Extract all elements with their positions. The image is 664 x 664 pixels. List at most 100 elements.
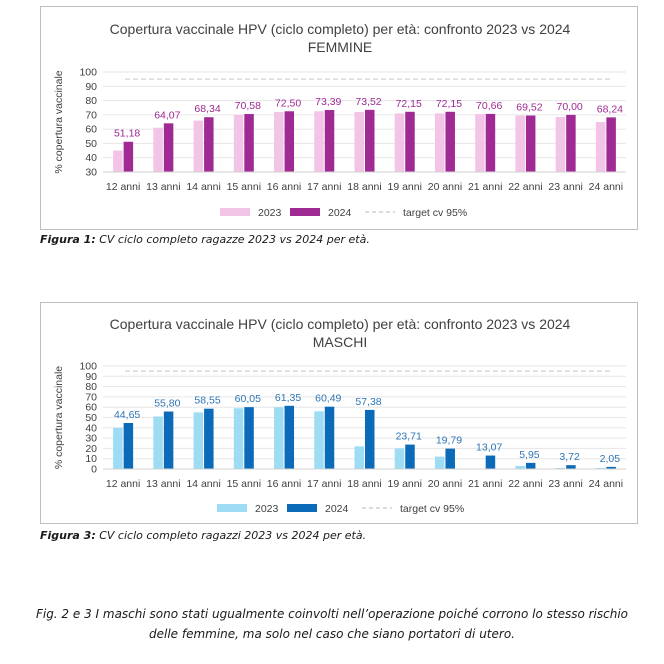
bar-2024 (485, 113, 496, 172)
bar-2023 (354, 446, 364, 469)
bar-2024 (324, 110, 335, 172)
figure-note: Fig. 2 e 3 I maschi sono stati ugualment… (0, 604, 664, 644)
y-tick-label: 50 (85, 138, 97, 150)
data-label-2024: 70,58 (235, 100, 261, 112)
x-tick-label: 18 anni (347, 478, 381, 490)
x-tick-label: 17 anni (307, 181, 341, 193)
y-tick-label: 90 (85, 81, 97, 93)
x-tick-label: 12 anni (106, 478, 140, 490)
y-tick-label: 30 (85, 167, 97, 179)
data-label-2024: 19,79 (436, 435, 462, 447)
bar-2024 (163, 123, 174, 172)
bar-2024 (244, 114, 254, 172)
y-tick-label: 50 (85, 412, 97, 424)
chart-subtitle: MASCHI (313, 334, 367, 350)
legend-label-2023: 2023 (258, 207, 282, 219)
x-tick-label: 22 anni (508, 478, 542, 490)
figure-3-text: CV ciclo completo ragazzi 2023 vs 2024 p… (95, 529, 367, 542)
y-tick-label: 10 (85, 453, 97, 465)
data-label-2024: 60,05 (235, 393, 261, 405)
bar-2024 (606, 466, 616, 469)
bar-2024 (445, 448, 455, 469)
data-label-2024: 70,66 (476, 100, 502, 112)
y-axis-label: % copertura vaccinale (53, 366, 65, 469)
data-label-2024: 70,00 (557, 101, 583, 113)
x-tick-label: 16 anni (267, 181, 301, 193)
x-tick-label: 19 anni (388, 181, 422, 193)
bar-2023 (274, 407, 284, 469)
x-tick-label: 13 anni (146, 181, 180, 193)
data-label-2024: 44,65 (114, 409, 140, 421)
y-tick-label: 70 (85, 391, 97, 403)
chart-maschi-frame: Copertura vaccinale HPV (ciclo completo)… (40, 302, 638, 524)
x-tick-label: 17 anni (307, 478, 341, 490)
x-tick-label: 21 anni (468, 478, 502, 490)
bar-2023 (515, 465, 525, 469)
x-tick-label: 22 anni (508, 181, 542, 193)
x-tick-label: 23 anni (548, 478, 582, 490)
figure-3-label: Figura 3: (40, 529, 96, 542)
y-tick-label: 20 (85, 443, 97, 455)
figure-3-caption: Figura 3: CV ciclo completo ragazzi 2023… (40, 529, 366, 542)
bar-2024 (525, 462, 536, 469)
legend-label-2024: 2024 (325, 503, 349, 515)
chart-subtitle: FEMMINE (308, 39, 373, 55)
bar-2024 (566, 465, 576, 469)
bar-2023 (193, 120, 204, 172)
bar-2023 (434, 113, 445, 172)
bar-2024 (284, 111, 295, 172)
bar-2024 (204, 408, 214, 469)
y-tick-label: 30 (85, 433, 97, 445)
legend-label-target: target cv 95% (403, 207, 467, 219)
bar-2023 (354, 112, 364, 172)
bar-2024 (405, 111, 415, 172)
data-label-2024: 13,07 (476, 442, 502, 454)
chart-title: Copertura vaccinale HPV (ciclo completo)… (110, 21, 571, 37)
bar-2023 (515, 115, 525, 172)
data-label-2024: 68,24 (597, 103, 623, 115)
bar-2024 (123, 141, 134, 172)
bar-2023 (153, 127, 163, 172)
bar-2024 (204, 117, 214, 172)
bar-2023 (113, 427, 123, 469)
bar-2023 (314, 411, 324, 469)
x-tick-label: 23 anni (548, 181, 582, 193)
data-label-2024: 55,80 (154, 398, 180, 410)
y-tick-label: 40 (85, 152, 97, 164)
bar-2024 (365, 409, 375, 469)
data-label-2024: 57,38 (355, 396, 381, 408)
chart-femmine: Copertura vaccinale HPV (ciclo completo)… (53, 21, 626, 219)
bar-2023 (595, 122, 606, 172)
x-tick-label: 14 anni (186, 181, 220, 193)
x-tick-label: 16 anni (267, 478, 301, 490)
x-tick-label: 24 anni (589, 478, 623, 490)
y-axis-label: % copertura vaccinale (53, 70, 65, 173)
data-label-2024: 3,72 (559, 451, 580, 463)
data-label-2024: 51,18 (114, 128, 140, 140)
bar-2024 (606, 117, 616, 172)
y-tick-label: 40 (85, 422, 97, 434)
legend-label-target: target cv 95% (400, 503, 464, 515)
x-tick-label: 20 anni (428, 478, 462, 490)
data-label-2024: 23,71 (396, 431, 422, 443)
figure-note-line-1: Fig. 2 e 3 I maschi sono stati ugualment… (35, 607, 629, 621)
bar-2023 (555, 117, 566, 172)
y-tick-label: 60 (85, 402, 97, 414)
x-tick-label: 15 anni (227, 181, 261, 193)
x-tick-label: 20 anni (428, 181, 462, 193)
x-tick-label: 12 anni (106, 181, 140, 193)
bar-2023 (233, 114, 244, 172)
figure-1-text: CV ciclo completo ragazze 2023 vs 2024 p… (95, 233, 370, 246)
chart-femmine-frame: Copertura vaccinale HPV (ciclo completo)… (40, 6, 638, 230)
chart-maschi: Copertura vaccinale HPV (ciclo completo)… (53, 316, 626, 515)
bar-2024 (123, 423, 134, 469)
bar-2023 (434, 456, 445, 469)
bar-2023 (153, 416, 163, 469)
bar-2024 (525, 115, 536, 172)
x-tick-label: 13 anni (146, 478, 180, 490)
bar-2023 (193, 412, 204, 469)
legend-swatch-2024 (287, 504, 317, 512)
bar-2023 (555, 467, 566, 469)
y-tick-label: 90 (85, 371, 97, 383)
data-label-2024: 5,95 (519, 449, 540, 461)
